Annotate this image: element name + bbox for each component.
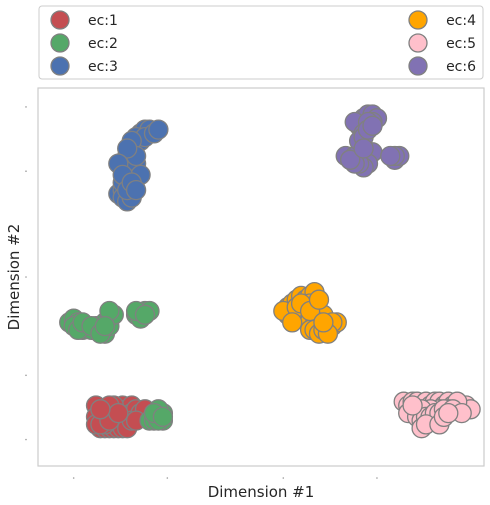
legend: ec:1 ec:2 ec:3 ec:4 ec:5 ec:6	[38, 5, 484, 80]
x-tick-mark	[72, 477, 75, 479]
y-tick-mark	[25, 374, 27, 377]
data-point-ec-4	[308, 289, 330, 310]
y-axis-label: Dimension #2	[5, 224, 23, 331]
data-point-ec-1	[108, 402, 129, 424]
data-point-ec-4	[313, 312, 334, 333]
legend-label-ec-4: ec:4	[446, 13, 476, 29]
data-point-ec-1	[90, 399, 111, 420]
data-point-ec-6	[380, 145, 401, 167]
data-point-ec-5	[438, 402, 459, 424]
legend-label-ec-6: ec:6	[446, 59, 476, 75]
legend-label-ec-3: ec:3	[88, 59, 118, 75]
y-tick-mark	[25, 106, 27, 108]
x-tick-mark	[376, 477, 378, 479]
data-point-ec-4	[282, 312, 303, 333]
legend-box	[38, 5, 484, 80]
legend-label-ec-5: ec:5	[446, 36, 476, 52]
x-axis-label: Dimension #1	[208, 483, 315, 501]
legend-label-ec-1: ec:1	[88, 13, 118, 29]
legend-marker-ec-4	[408, 10, 428, 30]
legend-label-ec-2: ec:2	[88, 36, 118, 52]
y-tick-mark	[25, 438, 27, 441]
data-point-ec-3	[125, 179, 147, 201]
data-point-ec-2	[134, 304, 156, 325]
data-point-ec-6	[353, 138, 374, 159]
y-tick-mark	[25, 276, 27, 278]
data-point-ec-6	[340, 149, 361, 170]
ticks-layer	[25, 106, 378, 479]
x-tick-mark	[166, 477, 169, 479]
data-point-ec-5	[402, 395, 423, 416]
data-point-ec-2	[94, 315, 116, 337]
data-point-ec-3	[148, 119, 169, 140]
legend-marker-ec-1	[50, 10, 70, 30]
data-point-ec-2	[152, 406, 174, 428]
data-point-ec-6	[362, 115, 383, 136]
legend-marker-ec-3	[50, 56, 70, 76]
legend-marker-ec-2	[50, 33, 70, 53]
points-layer	[59, 104, 481, 439]
data-point-ec-3	[117, 138, 138, 159]
x-tick-mark	[282, 477, 285, 479]
y-tick-mark	[25, 170, 27, 172]
legend-marker-ec-5	[408, 33, 428, 53]
legend-marker-ec-6	[408, 56, 428, 76]
